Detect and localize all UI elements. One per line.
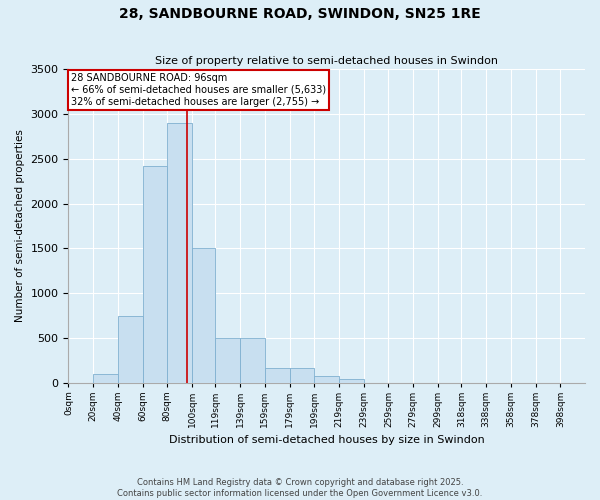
- Y-axis label: Number of semi-detached properties: Number of semi-detached properties: [15, 130, 25, 322]
- Text: 28 SANDBOURNE ROAD: 96sqm
← 66% of semi-detached houses are smaller (5,633)
32% : 28 SANDBOURNE ROAD: 96sqm ← 66% of semi-…: [71, 74, 326, 106]
- Bar: [167, 122, 192, 384]
- Bar: [290, 368, 314, 384]
- Bar: [339, 379, 364, 384]
- Text: Contains HM Land Registry data © Crown copyright and database right 2025.
Contai: Contains HM Land Registry data © Crown c…: [118, 478, 482, 498]
- Bar: [240, 338, 265, 384]
- Bar: [265, 368, 290, 384]
- Bar: [143, 166, 167, 384]
- Bar: [215, 338, 240, 384]
- Text: 28, SANDBOURNE ROAD, SWINDON, SN25 1RE: 28, SANDBOURNE ROAD, SWINDON, SN25 1RE: [119, 8, 481, 22]
- Bar: [192, 248, 215, 384]
- Bar: [118, 316, 143, 384]
- Title: Size of property relative to semi-detached houses in Swindon: Size of property relative to semi-detach…: [155, 56, 498, 66]
- Bar: [314, 376, 339, 384]
- X-axis label: Distribution of semi-detached houses by size in Swindon: Distribution of semi-detached houses by …: [169, 435, 485, 445]
- Bar: [93, 374, 118, 384]
